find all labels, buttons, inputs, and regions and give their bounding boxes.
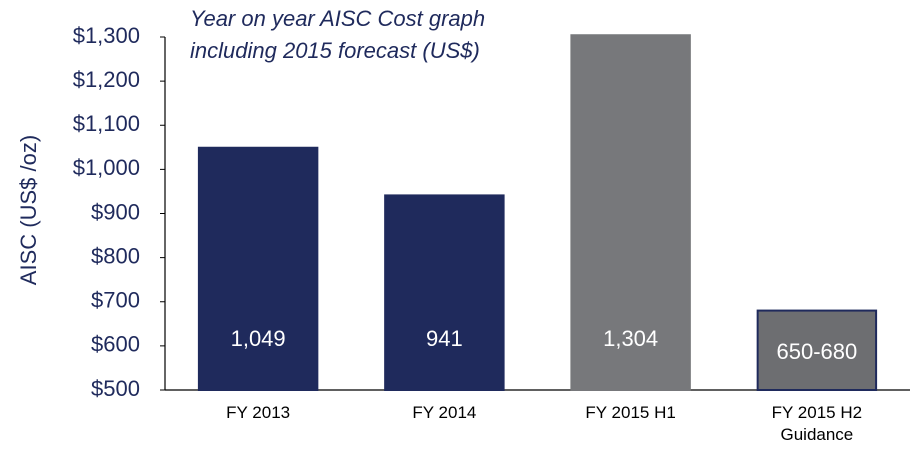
value-label: 1,049	[231, 326, 286, 351]
bar	[756, 309, 878, 392]
y-tick-label: $1,000	[73, 155, 140, 180]
y-tick-label: $1,300	[73, 23, 140, 48]
y-tick-label: $600	[91, 332, 140, 357]
x-tick-label: FY 2014	[412, 403, 476, 422]
y-tick-label: $900	[91, 199, 140, 224]
bar	[570, 34, 691, 392]
y-tick-label: $1,200	[73, 67, 140, 92]
y-axis-label: AISC (US$ /oz)	[16, 135, 41, 285]
chart-title: Year on year AISC Cost graph	[190, 6, 485, 31]
x-tick-label: FY 2015 H1	[585, 403, 675, 422]
y-tick-label: $1,100	[73, 111, 140, 136]
x-tick-label: FY 2015 H2 Guidance	[772, 403, 862, 444]
bar	[197, 146, 319, 391]
bar	[384, 194, 505, 391]
value-label: 650-680	[777, 339, 858, 364]
y-tick-label: $500	[91, 376, 140, 401]
value-label: 941	[426, 326, 463, 351]
y-tick-label: $700	[91, 288, 140, 313]
value-label: 1,304	[603, 326, 658, 351]
x-tick-label: FY 2013	[226, 403, 290, 422]
y-tick-label: $800	[91, 243, 140, 268]
chart-title: including 2015 forecast (US$)	[190, 38, 480, 63]
